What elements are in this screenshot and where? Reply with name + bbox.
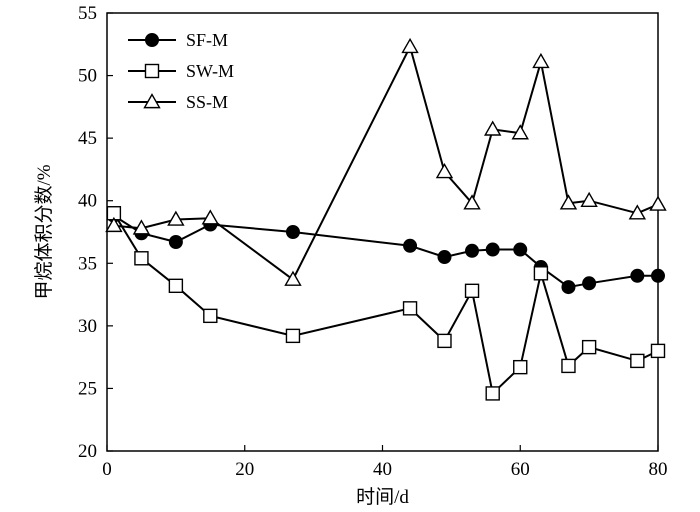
legend: SF-M SW-M SS-M [128,30,234,112]
series-line-sw-m [113,212,659,396]
data-point-sf-m [465,243,480,258]
data-point-ss-m [628,204,647,220]
series-ss-m [105,37,667,286]
y-axis-title: 甲烷体积分数/% [33,164,55,299]
y-tick-label: 40 [78,191,97,212]
x-tick-label: 80 [649,459,668,480]
data-point-sw-m [134,251,149,266]
data-point-ss-m [132,219,151,235]
data-point-sw-m [203,308,218,324]
data-point-sf-m [403,238,418,253]
series-sw-m [106,206,666,401]
data-point-ss-m [284,270,302,286]
data-point-sw-m [561,358,576,374]
series-line-ss-m [113,44,659,282]
y-tick-label: 50 [78,66,97,87]
legend-label-sw-m: SW-M [186,61,234,81]
data-point-ss-m [201,209,220,225]
y-tick-label: 35 [78,253,97,274]
data-point-sf-m [168,235,183,250]
data-point-ss-m [463,194,481,210]
data-point-ss-m [435,163,454,179]
legend-marker-sw-m [144,63,160,79]
data-point-sw-m [533,266,549,281]
data-point-sf-m [630,268,645,283]
x-tick-label: 60 [511,459,530,480]
data-point-ss-m [105,216,123,233]
x-tick-label: 20 [235,459,254,480]
y-tick-label: 55 [78,3,97,24]
y-tick-label: 25 [78,378,97,399]
x-tick-label: 0 [102,459,112,480]
x-axis-title: 时间/d [356,486,409,508]
legend-item-sw-m: SW-M [128,61,234,81]
data-point-ss-m [559,194,578,210]
data-point-sf-m [485,242,500,257]
data-point-sw-m [485,386,500,401]
data-point-ss-m [483,120,502,136]
series-line-sf-m [113,214,658,289]
legend-marker-sf-m [145,33,159,47]
series-group [105,37,667,401]
x-tick-label: 40 [373,459,392,480]
data-point-sf-m [582,276,597,291]
y-tick-label: 45 [78,128,97,149]
data-point-sw-m [464,283,480,299]
data-point-ss-m [401,37,419,54]
data-point-ss-m [649,195,667,211]
data-point-ss-m [580,191,598,208]
legend-label-ss-m: SS-M [186,92,228,112]
data-point-sw-m [168,278,184,294]
data-point-sw-m [513,359,528,375]
data-point-sf-m [651,268,665,283]
legend-item-sf-m: SF-M [128,30,228,50]
y-tick-label: 20 [78,441,97,462]
data-point-ss-m [511,124,529,140]
data-point-sf-m [437,250,452,265]
data-point-sw-m [437,333,452,349]
y-tick-label: 30 [78,316,97,337]
legend-marker-ss-m [143,93,161,109]
data-point-sw-m [581,339,597,355]
data-point-sw-m [630,353,645,369]
legend-item-ss-m: SS-M [128,92,228,112]
legend-label-sf-m: SF-M [186,30,228,50]
data-point-sw-m [650,343,666,359]
data-point-sw-m [285,328,301,344]
data-point-sf-m [513,242,528,257]
data-point-sf-m [561,280,576,295]
data-point-sf-m [285,225,300,239]
data-point-ss-m [532,52,550,69]
series-sf-m [106,208,665,295]
data-point-ss-m [167,210,185,226]
data-point-sw-m [402,301,418,316]
